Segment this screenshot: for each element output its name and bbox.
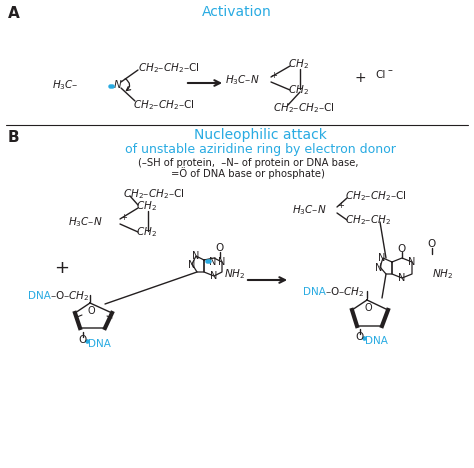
Text: $CH_2$–$CH_2$–Cl: $CH_2$–$CH_2$–Cl <box>345 189 407 203</box>
Text: Cl: Cl <box>375 70 385 80</box>
Text: O: O <box>216 243 224 253</box>
Text: (–SH of protein,  –N– of protein or DNA base,: (–SH of protein, –N– of protein or DNA b… <box>138 158 358 168</box>
Text: DNA: DNA <box>303 287 326 297</box>
Text: $H_3C$–$N$: $H_3C$–$N$ <box>68 215 103 229</box>
Text: N: N <box>192 251 200 261</box>
Text: $NH_2$: $NH_2$ <box>224 267 246 281</box>
Text: +: + <box>120 212 127 221</box>
Text: N: N <box>408 257 416 267</box>
Text: N: N <box>188 260 196 270</box>
Text: $CH_2$–$CH_2$–Cl: $CH_2$–$CH_2$–Cl <box>133 98 194 112</box>
Text: $NH_2$: $NH_2$ <box>432 267 454 281</box>
Text: $CH_2$–$CH_2$–Cl: $CH_2$–$CH_2$–Cl <box>138 61 200 75</box>
Text: O: O <box>356 332 364 342</box>
Text: –O–$CH_2$: –O–$CH_2$ <box>50 289 90 303</box>
Text: N: N <box>219 257 226 267</box>
Text: O: O <box>79 335 87 345</box>
Text: $CH_2$: $CH_2$ <box>136 199 157 213</box>
Text: DNA: DNA <box>28 291 51 301</box>
Text: +: + <box>55 259 70 277</box>
Text: $CH_2$–$CH_2$–Cl: $CH_2$–$CH_2$–Cl <box>123 187 184 201</box>
Text: –O–$CH_2$: –O–$CH_2$ <box>325 285 365 299</box>
Text: O: O <box>364 303 372 313</box>
Text: +: + <box>337 200 344 210</box>
Text: of unstable aziridine ring by electron donor: of unstable aziridine ring by electron d… <box>125 142 395 155</box>
Text: $CH_2$: $CH_2$ <box>136 225 157 239</box>
Text: B: B <box>8 130 19 145</box>
Text: $CH_2$: $CH_2$ <box>288 57 309 71</box>
Text: DNA: DNA <box>365 336 388 346</box>
Text: Activation: Activation <box>202 5 272 19</box>
Text: N: N <box>210 271 218 281</box>
Text: +: + <box>270 71 277 80</box>
FancyArrowPatch shape <box>125 79 131 91</box>
Text: $CH_2$–$CH_2$–Cl: $CH_2$–$CH_2$–Cl <box>273 101 335 115</box>
Text: N: N <box>210 257 217 267</box>
Text: $H_3C$–: $H_3C$– <box>52 78 79 92</box>
Text: Nucleophilic attack: Nucleophilic attack <box>193 128 327 142</box>
Text: O: O <box>398 244 406 254</box>
Text: $CH_2$–$CH_2$: $CH_2$–$CH_2$ <box>345 213 391 227</box>
Text: O: O <box>428 239 436 249</box>
Text: $H_3C$–$N$: $H_3C$–$N$ <box>292 203 327 217</box>
Text: $CH_2$: $CH_2$ <box>288 83 309 97</box>
Text: +: + <box>354 71 366 85</box>
Text: DNA: DNA <box>88 339 111 349</box>
Text: N: N <box>398 273 406 283</box>
Text: –: – <box>388 65 393 75</box>
Text: N: N <box>378 253 386 263</box>
Text: =Ö of DNA base or phosphate): =Ö of DNA base or phosphate) <box>171 167 325 179</box>
Text: A: A <box>8 7 20 22</box>
Text: O: O <box>87 306 95 316</box>
Text: N: N <box>375 263 383 273</box>
Text: N: N <box>114 80 122 90</box>
Text: $H_3C$–$N$: $H_3C$–$N$ <box>225 73 260 87</box>
